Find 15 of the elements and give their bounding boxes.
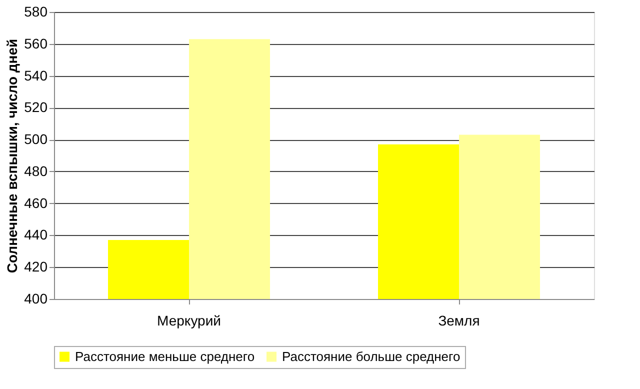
y-tick-label: 480 <box>24 162 48 179</box>
x-tick-label: Земля <box>438 312 480 328</box>
y-tick-label: 460 <box>24 194 48 211</box>
y-tick-label: 440 <box>24 226 48 243</box>
legend-label: Расстояние больше среднего <box>282 348 460 364</box>
y-tick-label: 560 <box>24 35 48 52</box>
y-tick-label: 580 <box>24 4 48 20</box>
y-tick-label: 400 <box>24 290 48 306</box>
y-axis-title: Солнечные вспышки, число дней <box>4 38 20 274</box>
legend-label: Расстояние меньше среднего <box>75 348 255 364</box>
y-tick-label: 420 <box>24 258 48 275</box>
y-tick-label: 540 <box>24 67 48 84</box>
x-tick-label: Меркурий <box>157 312 221 328</box>
y-tick-label: 520 <box>24 99 48 116</box>
y-tick-label: 500 <box>24 131 48 148</box>
